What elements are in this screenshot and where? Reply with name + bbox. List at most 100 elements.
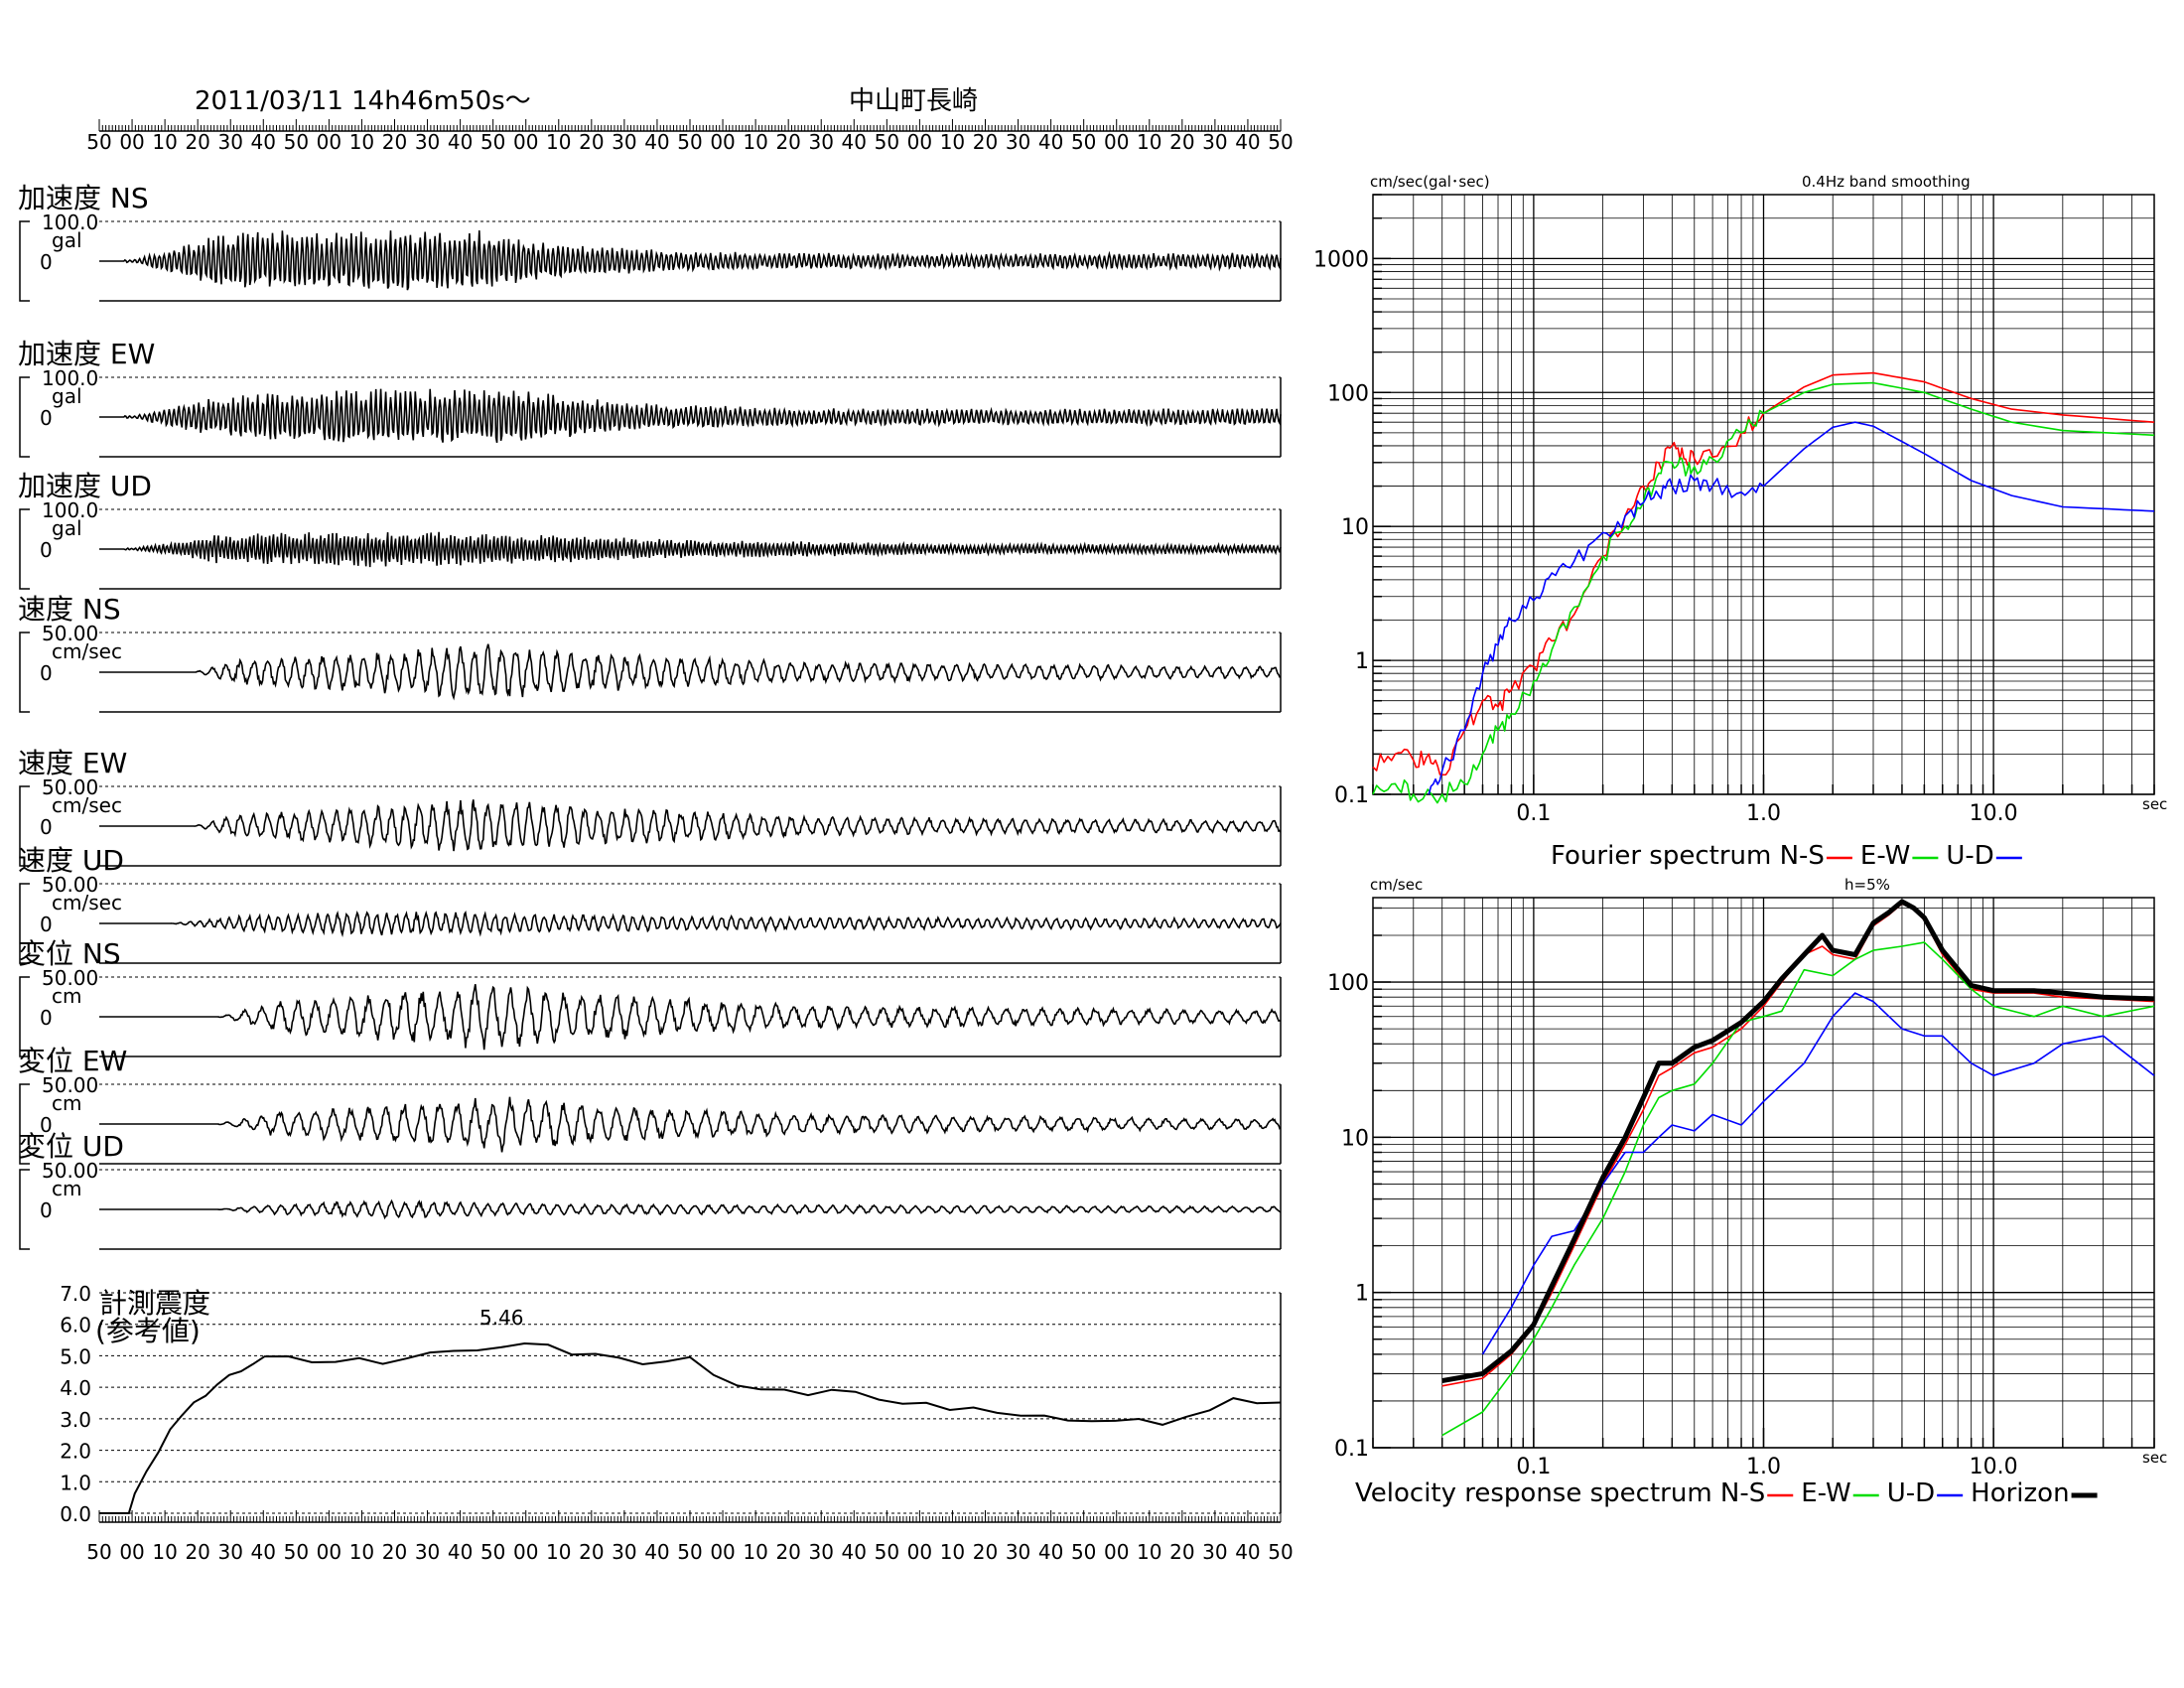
waveform-trace [99,1096,1282,1153]
time-axis-tick-label: 40 [842,1540,867,1564]
spectrum-series-ud [1481,992,2155,1355]
station-name: 中山町長崎 [849,86,978,116]
spectrum-y-tick-label: 10 [1341,1126,1369,1151]
time-axis-tick-label: 10 [349,1540,374,1564]
spectrum-series-ew [1441,941,2155,1437]
spectrum-x-tick-label: 0.1 [1516,1455,1551,1479]
time-axis-tick-label: 10 [152,130,177,154]
intensity-peak-label: 5.46 [479,1306,524,1330]
time-axis-tick-label: 20 [185,1540,209,1564]
time-axis-tick-label: 10 [349,130,374,154]
fourier-x-unit: sec [2142,795,2167,813]
waveform-max-label: 100.0 [42,498,98,522]
time-axis-tick-label: 20 [1169,130,1194,154]
waveform-scale-bracket [19,1083,30,1165]
time-axis-tick-label: 10 [940,130,965,154]
velocity-response-chart: cm/sec h=5% sec 0.1 1.0 10.01001010.1Veloc… [1327,876,2167,1508]
time-axis-tick-label: 30 [1006,1540,1030,1564]
time-axis-tick-label: 00 [513,130,538,154]
time-axis-tick-label: 00 [317,1540,341,1564]
intensity-subtitle: (参考値) [95,1315,201,1347]
spectrum-y-tick-label: 10 [1341,515,1369,540]
waveform-max-label: 50.00 [42,622,98,645]
waveform-zero-label: 0 [40,1113,53,1137]
waveform-channel-label: 速度 UD [18,844,124,877]
spectrum-y-tick-label: 0.1 [1334,1437,1369,1462]
time-axis-tick-label: 00 [119,130,144,154]
waveform-scale-bracket [19,508,30,590]
time-axis-tick-label: 20 [775,1540,800,1564]
time-axis-tick-label: 10 [940,1540,965,1564]
intensity-y-tick-label: 0.0 [60,1502,91,1526]
time-axis-tick-label: 00 [317,130,341,154]
waveform-channel-label: 加速度 UD [18,470,152,502]
legend-title: Velocity response spectrum N-S [1355,1478,1765,1508]
waveform-channel-label: 加速度 EW [18,338,155,370]
spectrum-y-tick-label: 0.1 [1334,783,1369,808]
intensity-curve [99,1341,1282,1514]
intensity-y-tick-label: 4.0 [60,1376,91,1400]
time-axis-tick-label: 40 [448,130,473,154]
waveform-scale-bracket [19,220,30,302]
time-axis-tick-label: 20 [973,130,998,154]
waveform-unit-label: gal [52,384,82,408]
spectrum-x-tick-label: 10.0 [1970,1455,2018,1479]
time-axis-tick-label: 40 [1038,130,1063,154]
time-axis-tick-label: 50 [1268,1540,1293,1564]
waveform-zero-label: 0 [40,815,53,839]
waveform-unit-label: cm [52,984,81,1008]
intensity-y-tick-label: 6.0 [60,1314,91,1337]
intensity-y-tick-label: 1.0 [60,1471,91,1494]
waveform-channel-label: 速度 EW [18,747,127,779]
time-axis-tick-label: 40 [1235,130,1260,154]
waveform-scale-bracket [19,976,30,1057]
time-axis-tick-label: 40 [448,1540,473,1564]
waveform-zero-label: 0 [40,1006,53,1030]
time-axis-tick-label: 50 [86,130,111,154]
time-axis-tick-label: 30 [808,130,833,154]
spectrum-x-tick-label: 1.0 [1746,801,1781,826]
spectrum-series-ud [1428,421,2155,795]
spectrum-y-tick-label: 1 [1355,649,1369,674]
waveform-unit-label: gal [52,516,82,540]
waveform-unit-label: cm [52,1091,81,1115]
time-axis-tick-label: 40 [644,1540,669,1564]
spectrum-x-tick-label: 0.1 [1516,801,1551,826]
waveform-trace [99,1198,1282,1220]
spectrum-y-tick-label: 1 [1355,1282,1369,1307]
time-axis-tick-label: 40 [251,1540,276,1564]
waveform-unit-label: cm [52,1177,81,1200]
time-axis-tick-label: 20 [973,1540,998,1564]
waveform-unit-label: gal [52,228,82,252]
waveform-max-label: 100.0 [42,366,98,390]
time-axis-tick-label: 50 [86,1540,111,1564]
spectrum-series-ns [1372,371,2155,776]
time-axis-tick-label: 30 [612,130,636,154]
time-axis-tick-label: 50 [875,130,899,154]
intensity-panel: 計測震度 (参考値) 5.46 0.01.02.03.04.05.06.07.0 [60,1282,1282,1526]
time-axis-tick-label: 10 [546,1540,571,1564]
waveform-zero-label: 0 [40,406,53,430]
time-axis-tick-label: 40 [842,130,867,154]
time-axis-tick-label: 10 [152,1540,177,1564]
spectrum-series-ew [1372,381,2155,804]
waveform-trace [99,643,1281,701]
legend-title: Fourier spectrum N-S [1551,841,1825,871]
time-axis-tick-label: 10 [1137,1540,1161,1564]
time-axis-tick-label: 30 [808,1540,833,1564]
waveform-zero-label: 0 [40,661,53,685]
waveform-max-label: 50.00 [42,1073,98,1097]
time-axis-tick-label: 50 [875,1540,899,1564]
time-axis-tick-label: 00 [119,1540,144,1564]
time-axis-tick-label: 20 [579,1540,604,1564]
time-axis-tick-label: 00 [710,130,735,154]
waveform-zero-label: 0 [40,250,53,274]
waveform-trace [99,910,1282,938]
spectrum-x-tick-label: 1.0 [1746,1455,1781,1479]
time-axis-tick-label: 40 [644,130,669,154]
